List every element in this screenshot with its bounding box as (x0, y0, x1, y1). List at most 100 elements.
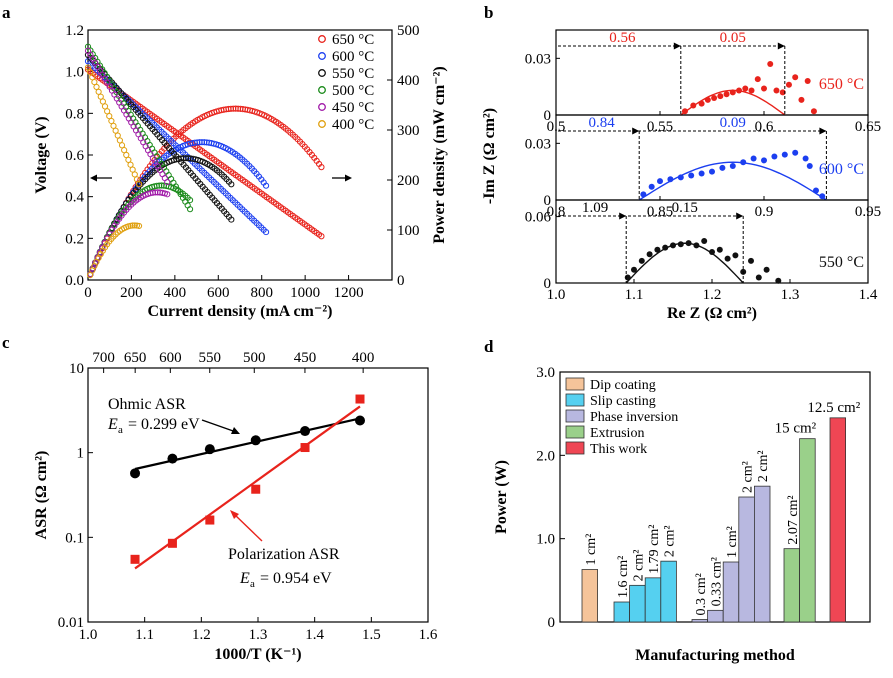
panel-d-legend-label: Dip coating (590, 378, 656, 393)
panel-b-data-point (716, 246, 723, 253)
panel-a-power-point (135, 222, 143, 230)
panel-b-data-point (698, 170, 705, 177)
panel-b-data-point (729, 163, 736, 169)
panel-b-arc-label: 0.05 (720, 30, 746, 46)
panel-b-x-tick-label: 0.55 (647, 119, 673, 135)
panel-d-legend-swatch (565, 425, 585, 439)
panel-b-data-point (813, 187, 819, 194)
panel-b-data-point (736, 87, 743, 94)
panel-b-y-tick-label: 0 (544, 193, 552, 209)
panel-b-data-point (729, 89, 736, 96)
panel-d-bar (707, 609, 724, 623)
panel-b-data-point (740, 159, 747, 166)
panel-a-voltage-point (133, 176, 141, 183)
panel-a-yright-axis-label: Power density (mW cm⁻²) (431, 66, 448, 244)
panel-b-data-point (698, 100, 705, 107)
panel-a-x-tick-label: 0 (84, 285, 92, 301)
panel-letter-a: a (2, 3, 11, 22)
panel-c-x-tick-label: 1.1 (135, 627, 154, 643)
panel-a-right-arrow-head (345, 174, 352, 182)
panel-b-data-point (719, 164, 726, 171)
panel-d-bar (613, 601, 631, 623)
panel-d-bar-label: 0.3 cm² (694, 573, 709, 615)
panel-b-data-point (657, 178, 663, 185)
panel-a-power-point (228, 181, 235, 188)
panel-a-yleft-tick-label: 1.2 (65, 23, 84, 39)
panel-a-x-tick-label: 1000 (290, 285, 320, 301)
panel-a-power-point (186, 197, 194, 204)
panel-b-data-point (750, 155, 757, 162)
panel-c-top-tick-label: 700 (92, 350, 115, 366)
panel-d-bar (754, 485, 771, 623)
panel-a-power-point (164, 191, 171, 198)
panel-c-polarization-point (205, 515, 215, 525)
panel-c-top-tick-label: 650 (124, 350, 147, 366)
panel-a-yleft-tick-label: 0.8 (65, 106, 84, 122)
panel-c-y-tick-label: 0.1 (65, 530, 84, 546)
panel-b-arc-label: 0.15 (672, 200, 698, 216)
panel-a-legend-label: 650 °C (332, 32, 374, 48)
panel-a-legend-marker (318, 69, 326, 77)
panel-d-legend-label: Slip casting (590, 394, 656, 409)
panel-d-bar-label: 12.5 cm² (807, 400, 860, 416)
panel-c-ohmic-ea-symbol: E (107, 416, 118, 433)
panel-b-data-point (717, 93, 724, 100)
panel-b-data-point (662, 244, 669, 251)
panel-b-data-point (761, 85, 767, 92)
panel-b-data-point (670, 242, 676, 249)
panel-d-y-tick-label: 0 (548, 615, 556, 631)
panel-b-data-point (701, 237, 708, 244)
panel-a-legend-marker (318, 86, 326, 94)
panel-d-bar (629, 584, 646, 623)
panel-a-voltage-point (318, 233, 325, 240)
panel-a-voltage-point (135, 181, 143, 188)
panel-a-voltage-point (97, 93, 104, 100)
panel-a-x-tick-label: 400 (164, 285, 187, 301)
panel-b-data-point (648, 183, 655, 190)
panel-d-bar-label: 0.33 cm² (709, 557, 724, 606)
panel-b-data-point (806, 163, 813, 169)
panel-b-data-point (693, 242, 700, 249)
panel-d-bar-label: 2 cm² (663, 525, 678, 557)
panel-c-polarization-point (355, 394, 365, 404)
panel-a-voltage-point (101, 103, 109, 110)
panel-b-data-point (690, 102, 697, 109)
panel-b-data-point (640, 191, 647, 198)
panel-c-polarization-ea-symbol: E (239, 570, 250, 587)
panel-d-bar (829, 417, 847, 623)
panel-a-legend-label: 600 °C (332, 49, 374, 65)
panel-b-data-point (709, 249, 715, 256)
panel-a-yleft-tick-label: 1.0 (65, 65, 84, 81)
panel-a-yleft-tick-label: 0.2 (65, 231, 84, 247)
panel-b-data-point (792, 74, 799, 81)
panel-a-yleft-tick-label: 0.0 (65, 273, 84, 289)
panel-b-r0-label: 0.84 (588, 115, 615, 131)
panel-b-data-point (681, 108, 688, 115)
panel-b-data-point (748, 87, 755, 94)
panel-a-power-point (129, 222, 136, 229)
panel-b-arrow-head (819, 127, 827, 135)
panel-d-chart: 0 1.0 2.0 3.0 Manufacturing method Power (W) 1… (493, 365, 871, 664)
panel-d-legend-swatch (565, 409, 585, 423)
panel-d-legend-label: This work (590, 442, 647, 457)
panel-a-x-tick-label: 1200 (334, 285, 364, 301)
panel-a-yright-tick-label: 100 (397, 223, 420, 239)
panel-b-data-point (771, 153, 778, 160)
panel-a-x-tick-label: 600 (207, 285, 230, 301)
panel-b-x-tick-label: 0.85 (647, 204, 673, 220)
panel-c-y-tick-label: 10 (69, 361, 84, 377)
panel-d-bar (722, 561, 740, 623)
panel-b-arrow-head (777, 42, 785, 50)
panel-c-polarization-point (130, 554, 140, 564)
panel-c-x-tick-label: 1.0 (79, 627, 98, 643)
panel-b-x-axis-label: Re Z (Ω cm²) (667, 305, 757, 322)
panel-a-legend-label: 450 °C (332, 100, 374, 116)
panel-b-y-tick-label: 0.06 (525, 210, 552, 226)
panel-c-y-tick-label: 0.01 (58, 615, 84, 631)
panel-d-legend-label: Phase inversion (590, 410, 678, 425)
panel-d-bar-label: 2 cm² (631, 550, 646, 582)
panel-b-arrow-head (736, 212, 744, 220)
panel-a-legend-label: 550 °C (332, 66, 374, 82)
panel-b-temp-label: 600 °C (819, 161, 864, 178)
panel-b-subplot-frame (555, 29, 869, 116)
